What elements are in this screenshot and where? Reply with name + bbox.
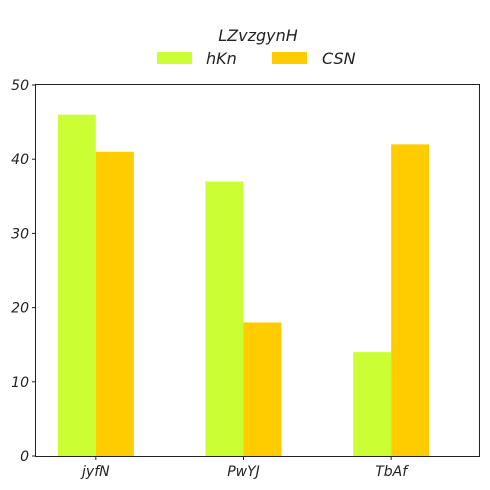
bar-hKn-TbAf — [353, 352, 392, 456]
bars-group — [57, 114, 430, 457]
x-tick-label: TbAf — [375, 464, 409, 480]
legend-label-hKn: hKn — [206, 49, 237, 68]
y-tick-label: 20 — [11, 301, 29, 317]
legend: hKn CSN — [157, 49, 356, 68]
bar-CSN-jyfN — [95, 151, 134, 456]
x-tick-label: jyfN — [80, 464, 110, 480]
y-tick-label: 0 — [20, 449, 29, 465]
legend-label-CSN: CSN — [322, 49, 356, 68]
bar-CSN-TbAf — [391, 144, 430, 457]
legend-swatch-hKn — [157, 52, 192, 64]
bar-CSN-PwYJ — [243, 322, 282, 456]
y-tick-label: 50 — [11, 78, 29, 94]
legend-swatch-CSN — [272, 52, 307, 64]
bar-hKn-PwYJ — [205, 181, 244, 456]
bar-hKn-jyfN — [57, 114, 96, 457]
y-tick-label: 10 — [11, 375, 29, 391]
x-axis: jyfN PwYJ TbAf — [80, 456, 409, 480]
y-tick-label: 30 — [11, 226, 29, 242]
y-axis: 0 10 20 30 40 50 — [11, 78, 36, 465]
y-tick-label: 40 — [11, 152, 29, 168]
legend-title: LZvzgynH — [218, 26, 298, 45]
plot-frame — [35, 84, 480, 457]
x-tick-label: PwYJ — [227, 464, 260, 480]
